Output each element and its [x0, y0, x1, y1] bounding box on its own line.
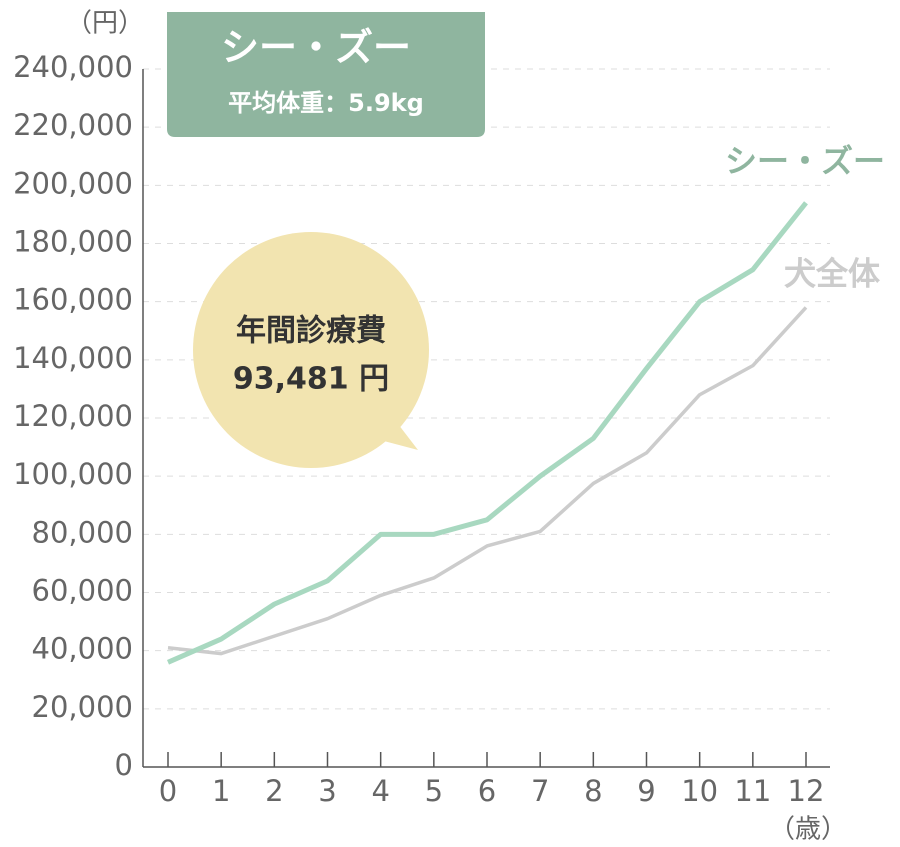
y-tick-label: 60,000 [32, 574, 133, 608]
y-tick-label: 0 [115, 748, 133, 782]
callout-tail [380, 420, 418, 450]
y-tick-label: 200,000 [13, 166, 133, 200]
chart-subtitle: 平均体重：5.9kg [228, 89, 424, 117]
y-axis-label: （円） [66, 9, 144, 39]
x-tick-label: 10 [681, 774, 718, 808]
x-tick-label: 6 [478, 774, 496, 808]
y-tick-label: 40,000 [32, 632, 133, 666]
y-tick-label: 220,000 [13, 108, 133, 142]
x-tick-label: 1 [212, 774, 230, 808]
x-tick-label: 2 [265, 774, 283, 808]
x-tick-label: 12 [788, 774, 825, 808]
series-label: シー・ズー [725, 142, 885, 180]
x-tick-label: 3 [318, 774, 336, 808]
callout-bubble [193, 232, 429, 468]
y-tick-label: 120,000 [13, 399, 133, 433]
y-tick-label: 180,000 [13, 225, 133, 259]
y-tick-label: 240,000 [13, 50, 133, 84]
callout-text: 年間診療費 [236, 314, 386, 349]
series-label: 犬全体 [784, 254, 880, 292]
callout-text: 93,481 円 [233, 362, 389, 397]
y-tick-label: 140,000 [13, 341, 133, 375]
x-axis-label: （歳） [769, 815, 847, 845]
y-tick-label: 20,000 [32, 690, 133, 724]
x-tick-label: 8 [584, 774, 602, 808]
x-tick-label: 5 [425, 774, 443, 808]
series-line [167, 306, 808, 656]
x-tick-label: 11 [734, 774, 771, 808]
y-tick-label: 100,000 [13, 457, 133, 491]
x-tick-label: 7 [531, 774, 549, 808]
x-tick-label: 0 [159, 774, 177, 808]
x-tick-label: 9 [637, 774, 655, 808]
y-tick-label: 160,000 [13, 283, 133, 317]
x-tick-label: 4 [371, 774, 389, 808]
title-box [167, 12, 485, 137]
y-tick-label: 80,000 [32, 515, 133, 549]
chart-title: シー・ズー [221, 26, 411, 70]
series-line [166, 201, 808, 665]
